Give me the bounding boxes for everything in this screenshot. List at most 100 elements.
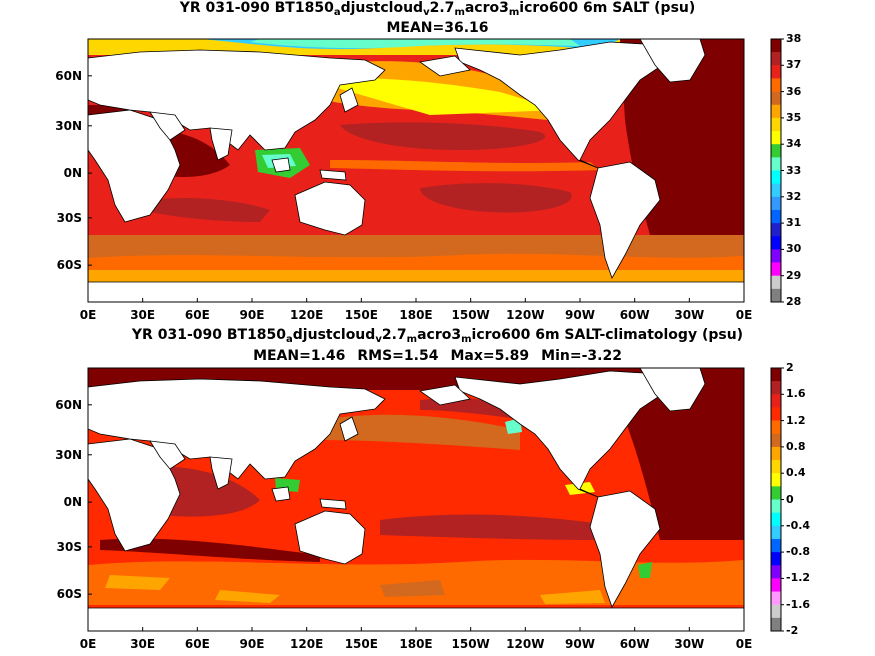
india-land — [209, 456, 233, 490]
alaska-land — [418, 55, 471, 77]
panel1-title-part: djustcloud — [340, 0, 424, 16]
colorbar-tick-label: 34 — [786, 137, 802, 151]
panel2-ticks — [87, 404, 745, 631]
panel2-title-sub: a — [286, 334, 293, 345]
colorbar-swatch — [771, 538, 781, 553]
colorbar-tick-label: 0 — [786, 492, 794, 506]
lat-tick-label: 0N — [63, 495, 82, 510]
panel1-ticks — [87, 75, 745, 302]
panel2-title-part: acro3 — [417, 327, 462, 343]
colorbar-swatch — [771, 223, 781, 237]
colorbar-tick-label: 30 — [786, 242, 802, 256]
colorbar-tick-label: 29 — [786, 268, 802, 282]
colorbar-swatch — [771, 144, 781, 158]
panel1-title-sub: a — [333, 7, 341, 18]
colorbar-swatch — [771, 368, 781, 382]
colorbar-swatch — [771, 381, 781, 395]
colorbar-swatch — [771, 565, 781, 579]
colorbar-swatch — [771, 578, 781, 592]
colorbar-tick-label: 0.8 — [786, 439, 806, 453]
south-pacific-anomaly — [380, 514, 610, 540]
lon-tick-label: 120W — [506, 308, 545, 322]
colorbar-swatch — [771, 275, 781, 290]
greenland-land — [639, 39, 706, 83]
lon-tick-label: 30W — [674, 637, 705, 651]
panel2-rms: RMS=1.54 — [357, 348, 439, 364]
lon-tick-label: 120W — [506, 637, 545, 651]
south-indian-anomaly — [100, 538, 320, 562]
land-masses — [88, 39, 744, 302]
south-pacific-salinity-max — [420, 183, 572, 213]
colorbar-swatch — [771, 236, 781, 250]
japan-land — [339, 87, 359, 113]
lat-tick-label: 60S — [56, 587, 82, 602]
colorbar-swatch — [771, 170, 781, 184]
lat-tick-label: 30N — [55, 118, 82, 133]
india-land — [209, 127, 233, 161]
colorbar-tick-label: 1.2 — [786, 413, 806, 427]
lon-tick-label: 150W — [451, 308, 490, 322]
colorbar-swatch — [771, 262, 781, 276]
colorbar-swatch — [771, 91, 781, 106]
lon-tick-label: 150W — [451, 637, 490, 651]
colorbar-swatch — [771, 486, 781, 500]
colorbar-tick-label: 31 — [786, 216, 802, 230]
southern-anomaly-patch — [380, 580, 445, 597]
lon-tick-label: 0E — [79, 637, 97, 651]
colorbar-swatch — [771, 446, 781, 461]
southern-anomaly-patch — [540, 590, 605, 604]
lon-tick-label: 150E — [344, 637, 378, 651]
north-pacific-salinity-max — [340, 122, 546, 150]
panel1-colorbar — [770, 38, 784, 303]
lon-tick-label: 90W — [565, 637, 595, 651]
colorbar-swatch — [771, 407, 781, 421]
colorbar-swatch — [771, 433, 781, 448]
lon-tick-label: 30W — [674, 308, 705, 322]
arctic-fresh-band — [250, 39, 580, 49]
lon-tick-label: 30E — [130, 637, 156, 651]
antarctica-land — [88, 281, 744, 302]
japan-land — [339, 416, 359, 442]
colorbar-swatch — [771, 157, 781, 171]
alaska-land — [418, 384, 471, 406]
borneo-land — [271, 486, 291, 502]
panel1-title-part: YR 031-090 BT1850 — [179, 0, 334, 16]
panel2-stats: MEAN=1.46 RMS=1.54 Max=5.89 Min=-3.22 — [0, 348, 875, 364]
panel2-title-sub: m — [461, 334, 472, 345]
colorbar-swatch — [771, 617, 781, 632]
north-pacific-fresh — [310, 78, 560, 115]
equatorial-fresh-band — [330, 160, 600, 172]
panel1-title-part: icro600 6m SALT (psu) — [519, 0, 696, 16]
colorbar-swatch — [771, 131, 781, 145]
colorbar-swatch — [771, 525, 781, 540]
colorbar-tick-label: 2 — [786, 361, 794, 374]
colorbar-tick-label: 38 — [786, 32, 802, 45]
lon-tick-label: 120E — [290, 308, 324, 322]
panel1-title-part: 2.7 — [429, 0, 455, 16]
lon-tick-label: 60W — [619, 637, 650, 651]
panel2-title-sub: m — [406, 334, 418, 345]
colorbar-swatch — [771, 52, 781, 66]
lon-tick-label: 150E — [344, 308, 378, 322]
colorbar-tick-label: 0.4 — [786, 466, 806, 480]
colorbar-tick-label: -2 — [786, 624, 799, 637]
colorbar-tick-label: -0.8 — [786, 545, 811, 559]
colorbar-tick-label: 28 — [786, 295, 802, 308]
panel1-title-sub: m — [508, 7, 520, 18]
lon-tick-label: 180E — [399, 637, 433, 651]
colorbar-swatch — [771, 460, 781, 474]
north-america-land — [454, 41, 671, 169]
colorbar-tick-label: -1.6 — [786, 597, 811, 611]
colorbar-swatch — [771, 117, 781, 132]
panel2-title-part: 2.7 — [381, 327, 407, 343]
colorbar-swatch — [771, 183, 781, 198]
panel2-title-part: icro600 6m SALT-climatology (psu) — [471, 327, 744, 343]
indian-ocean-salinity-max — [150, 198, 270, 222]
land-masses-2 — [88, 368, 744, 631]
colorbar-swatch — [771, 65, 781, 79]
panel2-title: YR 031-090 BT1850adjustcloudv2.7macro3mi… — [0, 327, 875, 348]
colorbar-tick-label: 37 — [786, 58, 802, 72]
arabia-land — [149, 440, 186, 470]
panel2-min: Min=-3.22 — [541, 348, 622, 364]
australia-land — [294, 510, 366, 565]
